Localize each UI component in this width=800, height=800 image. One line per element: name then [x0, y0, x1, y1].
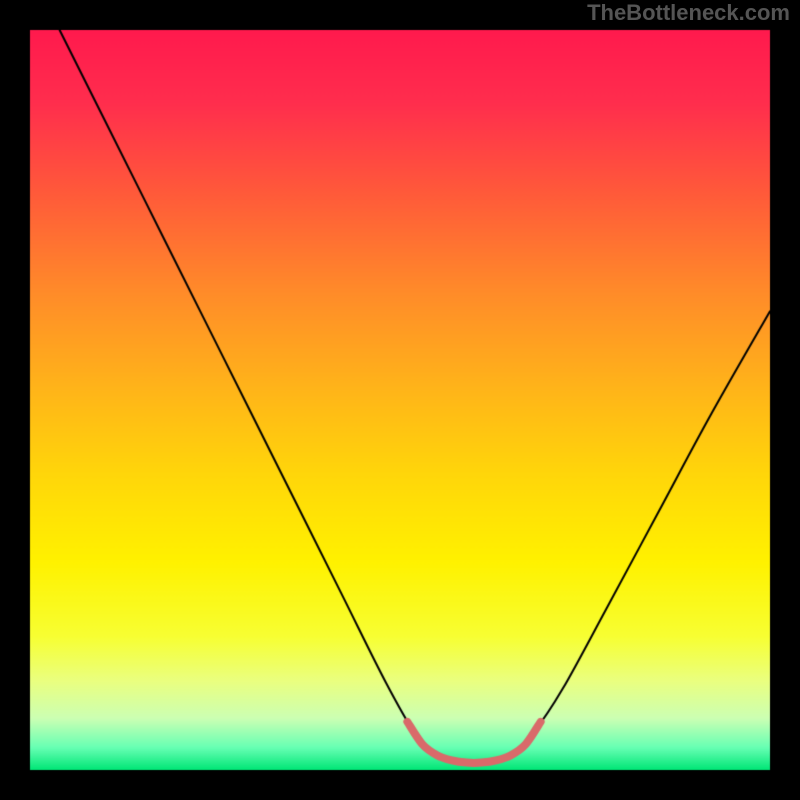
gradient-line-chart	[0, 0, 800, 800]
chart-container: TheBottleneck.com	[0, 0, 800, 800]
